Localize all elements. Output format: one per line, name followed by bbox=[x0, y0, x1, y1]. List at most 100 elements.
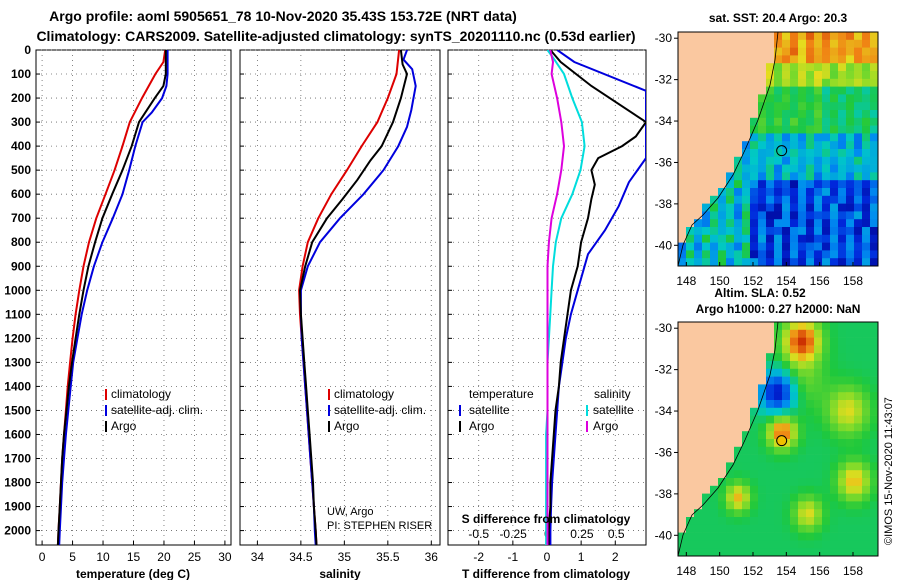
map-cell bbox=[838, 517, 847, 526]
map-cell bbox=[710, 250, 719, 259]
map-cell bbox=[838, 47, 847, 56]
map-cell bbox=[822, 517, 831, 526]
map-cell bbox=[854, 548, 863, 556]
map-cell bbox=[798, 540, 807, 549]
map-cell bbox=[694, 524, 703, 533]
map-cell bbox=[694, 532, 703, 541]
legend-swatch-argo bbox=[105, 421, 107, 432]
map-cell bbox=[838, 102, 847, 111]
map-cell bbox=[734, 509, 743, 518]
map-cell bbox=[862, 322, 871, 331]
depth-tick-label: 1700 bbox=[4, 451, 31, 465]
map-cell bbox=[838, 524, 847, 533]
map-cell bbox=[862, 548, 871, 556]
map-cell bbox=[702, 211, 711, 220]
map-cell bbox=[822, 485, 831, 494]
map-cell bbox=[710, 509, 719, 518]
map-cell bbox=[806, 125, 815, 134]
map-cell bbox=[814, 431, 823, 440]
sst-map-title: sat. SST: 20.4 Argo: 20.3 bbox=[709, 11, 848, 25]
map-cell bbox=[814, 376, 823, 385]
map-cell bbox=[814, 164, 823, 173]
map-cell bbox=[742, 524, 751, 533]
map-cell bbox=[798, 462, 807, 471]
map-cell bbox=[790, 524, 799, 533]
map-cell bbox=[774, 125, 783, 134]
map-cell bbox=[862, 211, 871, 220]
map-cell bbox=[750, 141, 759, 150]
map-cell bbox=[710, 548, 719, 556]
map-cell bbox=[854, 203, 863, 212]
map-cell bbox=[870, 71, 878, 80]
map-cell bbox=[846, 250, 855, 259]
map-cell bbox=[806, 141, 815, 150]
map-cell bbox=[814, 32, 823, 41]
map-cell bbox=[854, 384, 863, 393]
map-cell bbox=[726, 524, 735, 533]
map-cell bbox=[862, 219, 871, 228]
map-cell bbox=[774, 242, 783, 251]
map-cell bbox=[758, 250, 767, 259]
map-cell bbox=[678, 258, 687, 266]
map-cell bbox=[798, 242, 807, 251]
sla-float-marker bbox=[776, 435, 788, 447]
map-cell bbox=[806, 71, 815, 80]
map-cell bbox=[750, 470, 759, 479]
map-cell bbox=[750, 407, 759, 416]
map-cell bbox=[702, 219, 711, 228]
s-diff-tick-label: 0.5 bbox=[608, 527, 625, 541]
map-cell bbox=[790, 110, 799, 119]
map-cell bbox=[758, 540, 767, 549]
map-cell bbox=[766, 446, 775, 455]
map-cell bbox=[822, 180, 831, 189]
map-cell bbox=[766, 478, 775, 487]
map-cell bbox=[846, 423, 855, 432]
map-cell bbox=[702, 250, 711, 259]
map-cell bbox=[726, 540, 735, 549]
map-cell bbox=[838, 329, 847, 338]
map-cell bbox=[790, 258, 799, 266]
x-tick-label: 15 bbox=[127, 550, 141, 564]
map-cell bbox=[798, 211, 807, 220]
map-cell bbox=[830, 353, 839, 362]
map-cell bbox=[790, 431, 799, 440]
map-cell bbox=[774, 133, 783, 142]
map-cell bbox=[718, 532, 727, 541]
map-cell bbox=[790, 478, 799, 487]
map-cell bbox=[710, 195, 719, 204]
map-cell bbox=[790, 71, 799, 80]
map-cell bbox=[758, 493, 767, 502]
map-cell bbox=[766, 234, 775, 243]
map-cell bbox=[774, 117, 783, 126]
map-cell bbox=[758, 415, 767, 424]
map-cell bbox=[862, 242, 871, 251]
map-cell bbox=[862, 188, 871, 197]
map-cell bbox=[806, 392, 815, 401]
map-cell bbox=[846, 47, 855, 56]
map-cell bbox=[702, 258, 711, 266]
map-cell bbox=[766, 462, 775, 471]
map-cell bbox=[846, 407, 855, 416]
map-cell bbox=[862, 345, 871, 354]
map-cell bbox=[838, 431, 847, 440]
map-cell bbox=[742, 493, 751, 502]
depth-tick-label: 1500 bbox=[4, 403, 31, 417]
map-cell bbox=[758, 227, 767, 236]
map-cell bbox=[702, 203, 711, 212]
map-cell bbox=[838, 337, 847, 346]
map-cell bbox=[734, 180, 743, 189]
map-cell bbox=[854, 242, 863, 251]
depth-tick-label: 1400 bbox=[4, 379, 31, 393]
map-cell bbox=[854, 180, 863, 189]
map-cell bbox=[726, 462, 735, 471]
map-cell bbox=[774, 156, 783, 165]
map-cell bbox=[782, 478, 791, 487]
map-cell bbox=[846, 548, 855, 556]
map-cell bbox=[838, 345, 847, 354]
map-cell bbox=[838, 368, 847, 377]
map-cell bbox=[766, 172, 775, 181]
map-cell bbox=[870, 376, 878, 385]
map-cell bbox=[798, 517, 807, 526]
map-cell bbox=[822, 478, 831, 487]
map-cell bbox=[830, 548, 839, 556]
